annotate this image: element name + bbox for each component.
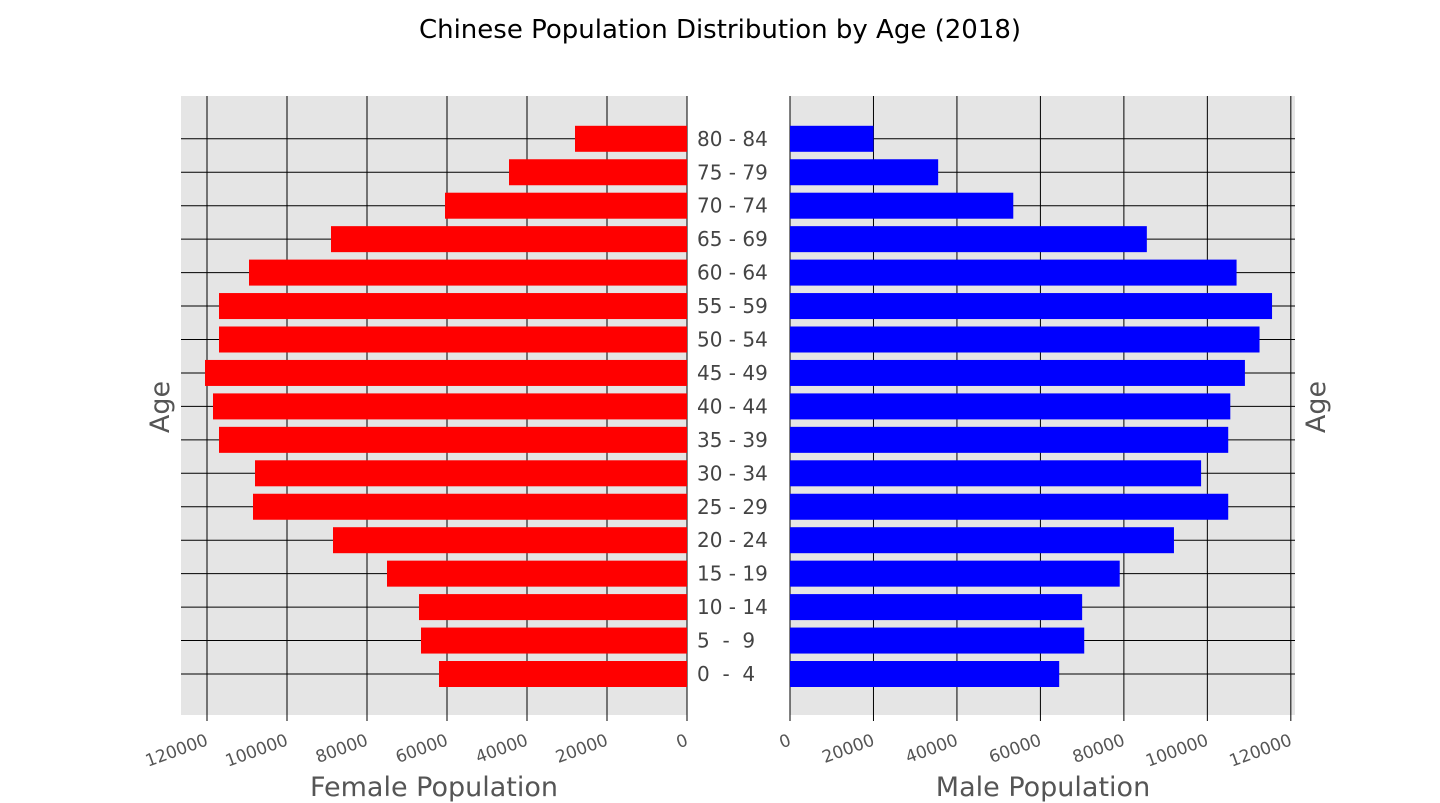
male-x-tick-label: 100000	[1143, 731, 1211, 772]
age-group-label: 5 - 9	[697, 629, 755, 653]
female-bar-65-69	[331, 226, 687, 253]
right-y-axis-label: Age	[1301, 381, 1332, 433]
age-group-label: 15 - 19	[697, 562, 768, 586]
male-bar-5-9	[790, 627, 1085, 654]
male-bar-70-74	[790, 192, 1014, 219]
female-bar-80-84	[575, 125, 687, 152]
male-bar-15-19	[790, 560, 1120, 587]
male-x-tick-label: 120000	[1227, 731, 1295, 772]
male-bar-50-54	[790, 326, 1260, 353]
male-x-tick-label: 20000	[820, 731, 878, 768]
age-group-label: 50 - 54	[697, 328, 768, 352]
age-group-label: 75 - 79	[697, 160, 768, 184]
age-group-label: 70 - 74	[697, 194, 768, 218]
female-x-tick-label: 60000	[393, 731, 451, 768]
female-bar-45-49	[205, 359, 687, 386]
male-bar-35-39	[790, 426, 1229, 453]
male-x-tick-label: 0	[777, 731, 794, 753]
age-group-label: 0 - 4	[697, 662, 755, 686]
male-bar-80-84	[790, 125, 874, 152]
female-x-tick-label: 80000	[313, 731, 371, 768]
female-panel: 120000 100000 80000 60000 40000 20000 0 Female…	[143, 96, 691, 803]
female-bar-15-19	[387, 560, 687, 587]
age-group-label: 65 - 69	[697, 227, 768, 251]
left-y-axis-label: Age	[145, 381, 176, 433]
age-group-label: 45 - 49	[697, 361, 768, 385]
female-bar-0-4	[439, 661, 687, 687]
male-bar-75-79	[790, 159, 939, 186]
age-group-labels: 0 - 4 5 - 9 10 - 14 15 - 19 20 - 24 25 - 29 30…	[697, 127, 768, 686]
female-bar-20-24	[333, 527, 687, 554]
female-x-axis-label: Female Population	[310, 772, 558, 803]
male-bar-20-24	[790, 527, 1174, 554]
chart-title: Chinese Population Distribution by Age (…	[419, 15, 1021, 45]
male-x-tick-label: 80000	[1070, 731, 1128, 768]
female-bar-70-74	[445, 192, 687, 219]
male-panel: 0 20000 40000 60000 80000 100000 120000 Male P…	[777, 96, 1332, 803]
male-bar-10-14	[790, 594, 1083, 621]
male-x-axis-label: Male Population	[936, 772, 1150, 803]
female-bar-35-39	[219, 426, 687, 453]
female-bar-55-59	[219, 293, 687, 320]
age-group-label: 40 - 44	[697, 394, 768, 418]
female-bar-60-64	[249, 259, 687, 286]
female-bars	[205, 125, 687, 687]
male-x-tick-label: 60000	[987, 731, 1045, 768]
female-x-tick-labels: 120000 100000 80000 60000 40000 20000 0	[143, 731, 691, 772]
male-bar-55-59	[790, 293, 1273, 320]
age-group-label: 35 - 39	[697, 428, 768, 452]
male-bars	[790, 125, 1273, 687]
age-group-label: 10 - 14	[697, 595, 768, 619]
age-group-label: 30 - 34	[697, 461, 768, 485]
male-x-tick-label: 40000	[903, 731, 961, 768]
female-bar-10-14	[419, 594, 687, 621]
age-group-label: 55 - 59	[697, 294, 768, 318]
female-bar-50-54	[219, 326, 687, 353]
female-bar-5-9	[421, 627, 687, 654]
age-group-label: 25 - 29	[697, 495, 768, 519]
male-bar-60-64	[790, 259, 1237, 286]
female-x-tick-label: 40000	[473, 731, 531, 768]
female-x-tick-label: 0	[674, 731, 691, 753]
female-bar-75-79	[509, 159, 687, 186]
male-bar-25-29	[790, 493, 1229, 520]
male-bar-0-4	[790, 661, 1060, 687]
age-group-label: 60 - 64	[697, 261, 768, 285]
female-bar-25-29	[253, 493, 687, 520]
male-bar-40-44	[790, 393, 1231, 420]
female-x-tick-label: 120000	[143, 731, 211, 772]
age-group-label: 80 - 84	[697, 127, 768, 151]
male-x-tick-labels: 0 20000 40000 60000 80000 100000 120000	[777, 731, 1295, 772]
male-bar-45-49	[790, 359, 1245, 386]
male-bar-30-34	[790, 460, 1202, 487]
female-x-tick-label: 20000	[553, 731, 611, 768]
female-bar-40-44	[213, 393, 687, 420]
age-group-label: 20 - 24	[697, 528, 768, 552]
male-bar-65-69	[790, 226, 1147, 253]
female-bar-30-34	[255, 460, 687, 487]
female-x-tick-label: 100000	[223, 731, 291, 772]
